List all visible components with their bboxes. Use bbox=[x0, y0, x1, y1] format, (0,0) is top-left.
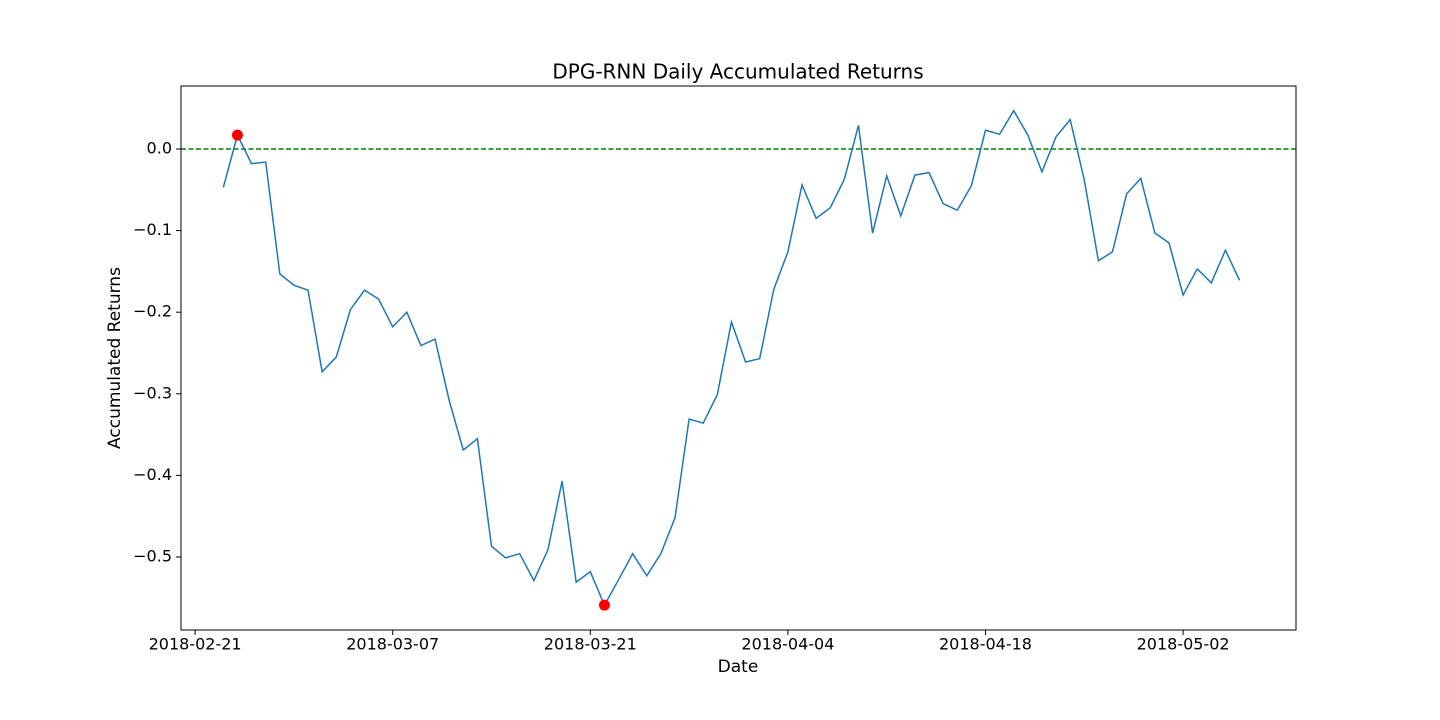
line-series bbox=[222, 109, 1241, 607]
x-tick-label: 2018-03-07 bbox=[346, 635, 439, 654]
y-tick-label: −0.5 bbox=[133, 546, 172, 565]
y-tick-label: −0.4 bbox=[133, 465, 172, 484]
extreme-marker bbox=[598, 599, 610, 611]
y-tick-label: −0.2 bbox=[133, 302, 172, 321]
y-tick-label: −0.1 bbox=[133, 220, 172, 239]
x-axis-label: Date bbox=[718, 657, 759, 677]
x-tick-label: 2018-04-04 bbox=[741, 635, 834, 654]
chart-title: DPG-RNN Daily Accumulated Returns bbox=[552, 60, 923, 84]
x-tick-label: 2018-02-21 bbox=[149, 635, 242, 654]
x-tick-label: 2018-05-02 bbox=[1137, 635, 1230, 654]
y-tick-label: 0.0 bbox=[147, 138, 172, 157]
x-tick-label: 2018-03-21 bbox=[544, 635, 637, 654]
plot-frame bbox=[180, 85, 1297, 631]
x-tick-label: 2018-04-18 bbox=[939, 635, 1032, 654]
y-axis-label: Accumulated Returns bbox=[105, 267, 125, 449]
extreme-marker bbox=[231, 129, 243, 141]
y-tick-label: −0.3 bbox=[133, 383, 172, 402]
